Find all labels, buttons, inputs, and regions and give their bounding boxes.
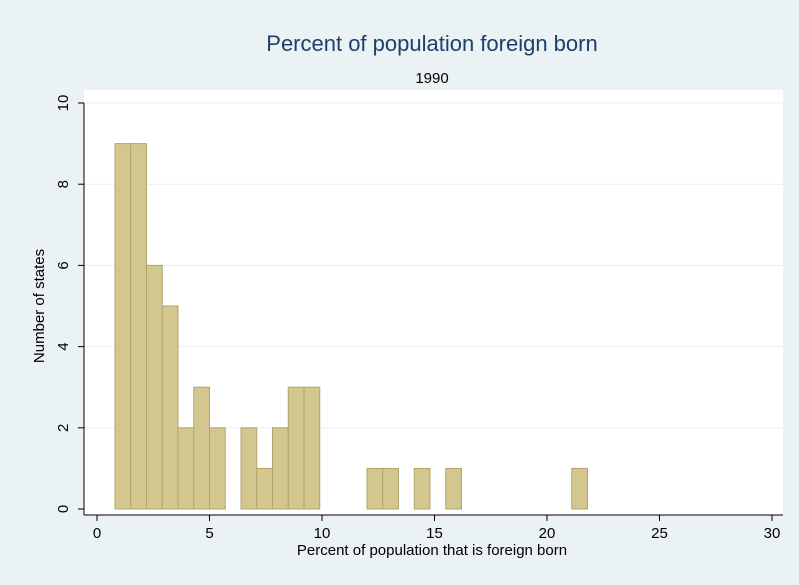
bar [240, 427, 258, 510]
y-tick-label: 6 [55, 261, 72, 269]
bar [287, 386, 305, 510]
bar [366, 467, 384, 510]
y-tick-label: 10 [55, 95, 72, 112]
bar [272, 427, 289, 510]
y-tick-label: 8 [55, 180, 72, 188]
bar [256, 467, 273, 510]
y-tick-label: 2 [55, 424, 72, 432]
x-tick-label: 15 [426, 525, 443, 542]
x-tick-label: 5 [205, 525, 213, 542]
x-tick-label: 25 [651, 525, 668, 542]
bar [193, 386, 210, 510]
bar [303, 386, 321, 510]
y-axis-title: Number of states [31, 249, 48, 363]
bar [209, 427, 226, 510]
bar [146, 264, 163, 510]
bar [114, 143, 132, 510]
x-axis-title: Percent of population that is foreign bo… [297, 542, 567, 559]
chart-title: Percent of population foreign born [266, 31, 597, 56]
x-tick-label: 0 [93, 525, 101, 542]
bar [445, 467, 462, 510]
x-tick-label: 30 [764, 525, 781, 542]
bar [177, 427, 195, 510]
y-tick-label: 4 [55, 342, 72, 350]
x-tick-label: 20 [539, 525, 556, 542]
x-tick-label: 10 [314, 525, 331, 542]
bar [130, 143, 147, 510]
bar [161, 305, 179, 510]
chart-subtitle: 1990 [415, 70, 448, 87]
bar [413, 467, 431, 510]
y-tick-label: 0 [55, 505, 72, 513]
bar [571, 467, 588, 510]
bar [382, 467, 399, 510]
